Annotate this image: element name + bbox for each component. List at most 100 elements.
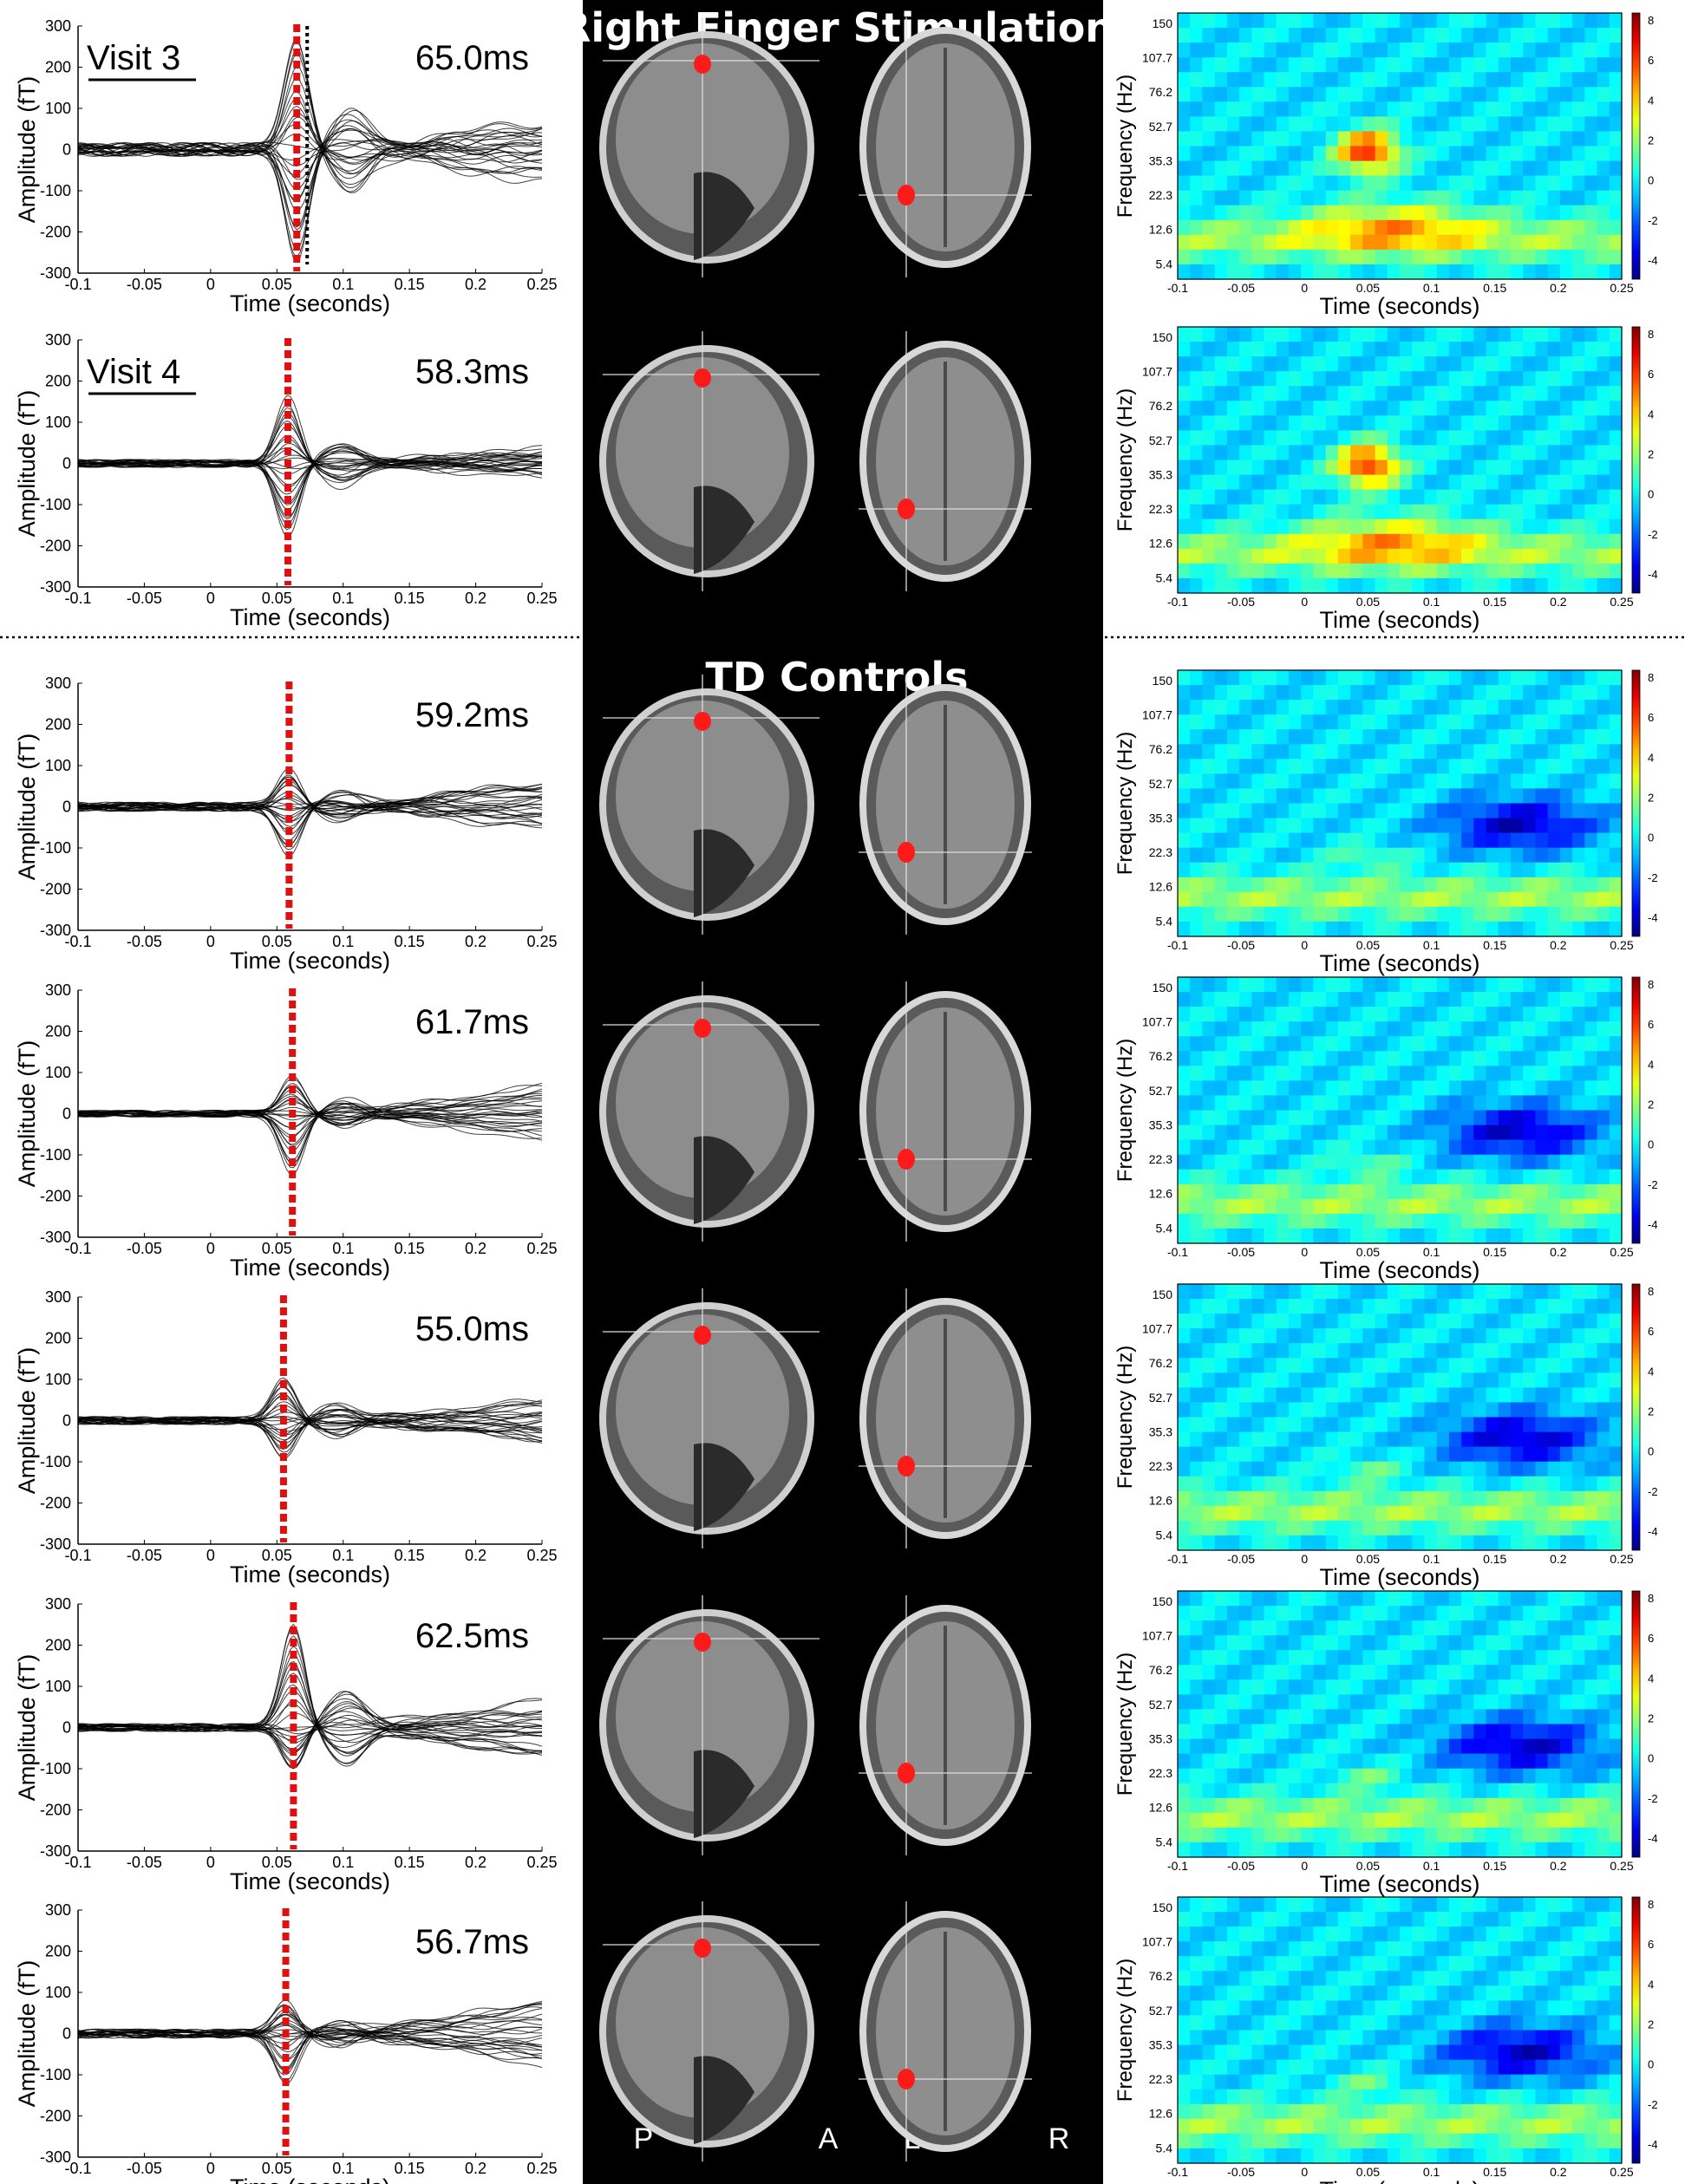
heatmap-cell	[1584, 1417, 1598, 1433]
heatmap-cell	[1584, 42, 1598, 58]
heatmap-cell	[1412, 1095, 1425, 1112]
heatmap-cell	[1289, 2133, 1302, 2149]
heatmap-cell	[1325, 1505, 1339, 1522]
heatmap-cell	[1498, 1021, 1512, 1037]
heatmap-cell	[1276, 1606, 1290, 1621]
y-tick-label: -200	[40, 881, 71, 898]
time-tick-label: 0.1	[1423, 1245, 1440, 1259]
frequency-tick-label: 52.7	[1149, 1391, 1172, 1405]
heatmap-cell	[1178, 1753, 1191, 1770]
heatmap-cell	[1239, 1505, 1252, 1522]
heatmap-cell	[1511, 401, 1524, 416]
heatmap-cell	[1584, 1650, 1598, 1666]
heatmap-cell	[1375, 1387, 1388, 1404]
heatmap-cell	[1597, 1299, 1610, 1314]
heatmap-cell	[1473, 1284, 1487, 1300]
heatmap-cell	[1584, 906, 1598, 922]
heatmap-cell	[1609, 219, 1623, 236]
heatmap-cell	[1226, 190, 1240, 206]
heatmap-cell	[1226, 906, 1240, 922]
heatmap-cell	[1412, 2000, 1425, 2017]
heatmap-cell	[1473, 1476, 1487, 1492]
heatmap-cell	[1375, 1299, 1388, 1314]
heatmap-cell	[1375, 906, 1388, 922]
heatmap-cell	[1264, 685, 1277, 701]
heatmap-cell	[1523, 42, 1536, 58]
heatmap-cell	[1535, 1198, 1549, 1215]
heatmap-cell	[1350, 1007, 1363, 1022]
heatmap-cell	[1535, 1139, 1549, 1156]
heatmap-cell	[1178, 788, 1191, 805]
heatmap-cell	[1387, 1228, 1401, 1244]
heatmap-cell	[1400, 2148, 1413, 2164]
heatmap-cell	[1325, 1724, 1339, 1740]
heatmap-cell	[1289, 1650, 1302, 1666]
heatmap-cell	[1511, 1650, 1524, 1666]
heatmap-cell	[1387, 877, 1401, 893]
heatmap-cell	[1597, 1036, 1610, 1052]
heatmap-cell	[1375, 714, 1388, 730]
heatmap-cell	[1276, 42, 1290, 58]
heatmap-cell	[1214, 460, 1228, 476]
heatmap-cell	[1572, 42, 1585, 58]
heatmap-cell	[1313, 563, 1327, 579]
heatmap-cell	[1523, 1284, 1536, 1300]
heatmap-cell	[1448, 670, 1462, 686]
heatmap-cell	[1337, 744, 1351, 760]
heatmap-cell	[1412, 1694, 1425, 1711]
heatmap-cell	[1190, 42, 1203, 58]
heatmap-cell	[1387, 1505, 1401, 1522]
heatmap-cell	[1498, 249, 1512, 265]
heatmap-cell	[1597, 1228, 1610, 1244]
heatmap-cell	[1387, 1520, 1401, 1536]
heatmap-cell	[1572, 788, 1585, 805]
heatmap-cell	[1535, 744, 1549, 760]
heatmap-cell	[1597, 518, 1610, 535]
heatmap-cell	[1337, 847, 1351, 864]
heatmap-cell	[1313, 445, 1327, 461]
heatmap-cell	[1313, 1095, 1327, 1112]
heatmap-cell	[1301, 1387, 1314, 1404]
heatmap-cell	[1214, 1768, 1228, 1784]
heatmap-cell	[1547, 1139, 1561, 1156]
heatmap-cell	[1547, 1679, 1561, 1695]
heatmap-cell	[1609, 1783, 1623, 1799]
heatmap-cell	[1178, 832, 1191, 849]
heatmap-cell	[1609, 1724, 1623, 1740]
heatmap-cell	[1412, 131, 1425, 147]
heatmap-cell	[1473, 28, 1487, 43]
heatmap-cell	[1486, 1490, 1499, 1507]
heatmap-cell	[1301, 759, 1314, 774]
heatmap-cell	[1400, 1709, 1413, 1725]
heatmap-cell	[1535, 1446, 1549, 1463]
heatmap-cell	[1572, 906, 1585, 922]
colorbar-tick-label: 2	[1648, 1712, 1654, 1725]
heatmap-cell	[1400, 818, 1413, 834]
heatmap-cell	[1400, 1169, 1413, 1185]
heatmap-cell	[1424, 685, 1438, 701]
heatmap-cell	[1276, 1125, 1290, 1141]
waveform-trace	[77, 394, 543, 491]
heatmap-cell	[1387, 1606, 1401, 1621]
heatmap-cell	[1214, 474, 1228, 491]
heatmap-cell	[1214, 1665, 1228, 1680]
heatmap-cell	[1547, 1036, 1561, 1052]
heatmap-cell	[1190, 1694, 1203, 1711]
heatmap-cell	[1572, 1228, 1585, 1244]
colorbar-tick-label: 0	[1648, 174, 1654, 187]
heatmap-cell	[1387, 249, 1401, 265]
heatmap-cell	[1511, 1372, 1524, 1388]
heatmap-cell	[1178, 2030, 1191, 2046]
heatmap-cell	[1535, 906, 1549, 922]
latency-label: 62.5ms	[415, 1617, 529, 1655]
heatmap-cell	[1325, 818, 1339, 834]
heatmap-cell	[1178, 1372, 1191, 1388]
heatmap-cell	[1362, 1694, 1376, 1711]
heatmap-cell	[1214, 1431, 1228, 1448]
heatmap-cell	[1178, 1956, 1191, 1972]
heatmap-cell	[1337, 563, 1351, 579]
heatmap-cell	[1547, 744, 1561, 760]
heatmap-cell	[1289, 1724, 1302, 1740]
heatmap-cell	[1337, 1358, 1351, 1373]
heatmap-cell	[1535, 803, 1549, 819]
